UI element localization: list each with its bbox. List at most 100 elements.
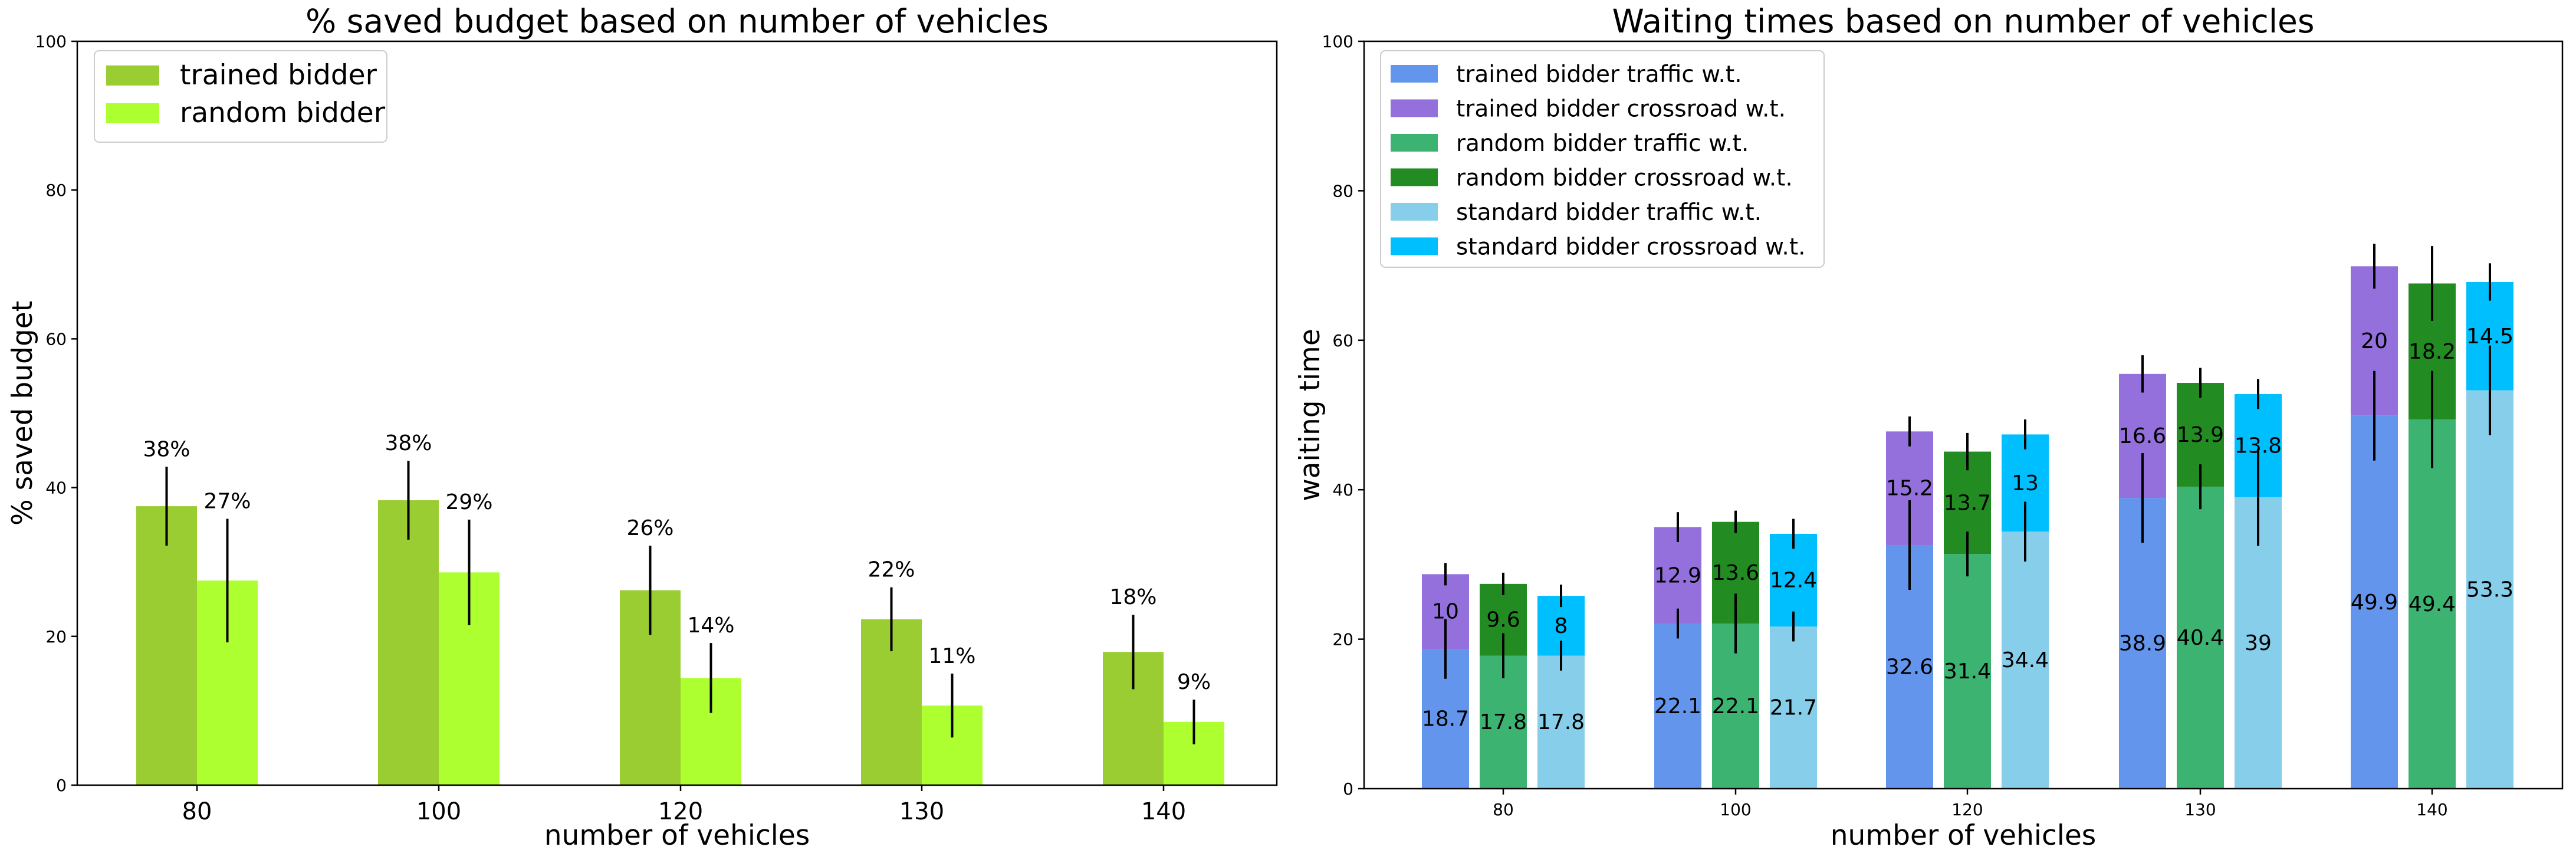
bar-crossroad	[1770, 533, 1817, 627]
data-label: 21.7	[1770, 696, 1817, 720]
bar	[378, 500, 439, 785]
data-label: 17.8	[1480, 710, 1527, 734]
legend-swatch	[1391, 65, 1438, 83]
bar-traffic	[2002, 531, 2049, 789]
data-label: 31.4	[1944, 659, 1991, 684]
data-label: 38%	[143, 437, 190, 461]
data-label: 53.3	[2466, 577, 2513, 602]
legend-entry: standard bidder traffic w.t.	[1456, 199, 1762, 226]
data-label: 38.9	[2119, 632, 2166, 656]
data-label: 49.9	[2351, 590, 2398, 615]
data-label: 14%	[687, 613, 734, 638]
data-label: 39	[2245, 631, 2272, 655]
legend-entry: trained bidder traffic w.t.	[1456, 61, 1742, 88]
legend-swatch	[106, 65, 159, 86]
data-label: 12.4	[1770, 569, 1817, 593]
bar-traffic	[1654, 623, 1701, 789]
data-label: 18.2	[2409, 340, 2456, 364]
legend-entry: random bidder	[180, 97, 386, 129]
y-tick-label: 60	[1332, 331, 1353, 350]
chart-title: Waiting times based on number of vehicle…	[1612, 2, 2314, 40]
legend: trained bidder random bidder	[94, 50, 387, 143]
bar-traffic	[1944, 554, 1991, 789]
legend-entry: standard bidder crossroad w.t.	[1456, 234, 1806, 261]
data-label: 10	[1432, 600, 1459, 624]
data-label: 27%	[203, 490, 251, 514]
y-tick-label: 40	[45, 478, 67, 498]
data-label: 22%	[868, 558, 915, 582]
y-tick-label: 80	[1332, 181, 1353, 201]
y-tick-label: 20	[45, 627, 67, 647]
x-tick-label: 120	[658, 798, 703, 825]
legend-swatch	[1391, 237, 1438, 255]
bar-traffic	[1770, 626, 1817, 789]
y-tick-label: 40	[1332, 480, 1353, 500]
y-tick-label: 0	[56, 776, 67, 795]
budget-chart: % saved budget based on number of vehicl…	[6, 2, 1278, 852]
legend: trained bidder traffic w.t. trained bidde…	[1380, 50, 1825, 268]
data-label: 29%	[445, 490, 492, 514]
y-tick-label: 60	[45, 329, 67, 349]
x-tick-label: 130	[2184, 800, 2216, 819]
data-label: 13.7	[1944, 491, 1991, 515]
chart-title: % saved budget based on number of vehicl…	[305, 2, 1049, 40]
bar-traffic	[1537, 655, 1585, 789]
legend-entry: random bidder crossroad w.t.	[1456, 165, 1793, 192]
bar-traffic	[2466, 390, 2513, 789]
x-tick-label: 80	[1493, 800, 1514, 819]
y-axis-label: waiting time	[1294, 329, 1326, 501]
x-tick-label: 80	[182, 798, 212, 825]
legend-entry: trained bidder	[180, 59, 377, 91]
data-label: 8	[1555, 614, 1568, 638]
x-tick-label: 120	[1951, 800, 1983, 819]
data-label: 14.5	[2466, 324, 2513, 349]
legend-entry: random bidder traffic w.t.	[1456, 130, 1749, 157]
bar-traffic	[2351, 415, 2398, 789]
legend-swatch	[106, 103, 159, 123]
data-label: 17.8	[1537, 710, 1585, 734]
x-tick-label: 140	[2416, 800, 2447, 819]
y-tick-label: 20	[1332, 630, 1353, 649]
legend-box	[1380, 50, 1825, 268]
data-label: 9%	[1177, 670, 1211, 694]
x-axis-label: number of vehicles	[544, 819, 810, 852]
data-label: 11%	[928, 644, 975, 668]
data-label: 32.6	[1886, 655, 1933, 679]
data-label: 34.4	[2002, 648, 2049, 672]
data-label: 22.1	[1654, 694, 1701, 718]
data-label: 20	[2361, 329, 2388, 353]
y-tick-label: 100	[35, 32, 67, 51]
data-label: 18.7	[1422, 707, 1469, 731]
x-axis-label: number of vehicles	[1831, 819, 2097, 852]
bar-traffic	[2177, 487, 2224, 789]
bar	[136, 506, 197, 785]
y-tick-label: 100	[1322, 32, 1353, 51]
legend-swatch	[1391, 203, 1438, 221]
data-label: 15.2	[1886, 477, 1933, 501]
y-tick-label: 80	[45, 181, 67, 200]
legend-swatch	[1391, 99, 1438, 117]
data-label: 49.4	[2409, 592, 2456, 616]
plot-frame	[76, 40, 1278, 786]
data-label: 12.9	[1654, 563, 1701, 588]
y-tick-label: 0	[1343, 779, 1353, 799]
x-tick-label: 100	[416, 798, 461, 825]
x-tick-label: 100	[1720, 800, 1751, 819]
x-tick-label: 140	[1141, 798, 1186, 825]
data-label: 18%	[1109, 585, 1156, 609]
plot-frame	[1363, 40, 2564, 790]
bar-traffic	[2409, 419, 2456, 789]
data-label: 40.4	[2177, 626, 2224, 650]
waiting-time-chart: Waiting times based on number of vehicle…	[1294, 2, 2564, 852]
data-label: 13.8	[2235, 434, 2282, 458]
bar-crossroad	[1654, 527, 1701, 624]
legend-box	[94, 50, 387, 143]
data-label: 13.6	[1712, 561, 1759, 585]
data-label: 22.1	[1712, 694, 1759, 718]
data-label: 9.6	[1486, 608, 1520, 632]
legend-entry: trained bidder crossroad w.t.	[1456, 96, 1786, 123]
data-label: 13.9	[2177, 423, 2224, 447]
data-label: 38%	[385, 431, 432, 455]
data-label: 16.6	[2119, 424, 2166, 448]
